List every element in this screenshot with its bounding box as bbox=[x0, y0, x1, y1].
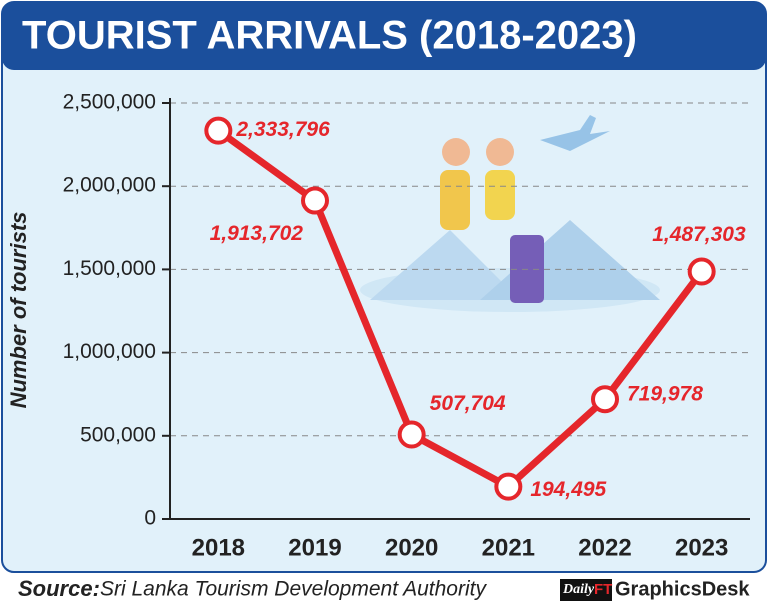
y-tick-label: 500,000 bbox=[80, 423, 156, 446]
x-tick-label: 2022 bbox=[578, 534, 631, 561]
value-label: 1,913,702 bbox=[210, 222, 304, 245]
y-tick-label: 2,500,000 bbox=[63, 91, 156, 114]
logo-mark: FT bbox=[594, 581, 612, 598]
value-label: 2,333,796 bbox=[235, 118, 330, 141]
title-bar bbox=[2, 2, 766, 70]
marker bbox=[204, 116, 233, 145]
marker bbox=[397, 420, 426, 449]
x-tick-label: 2019 bbox=[288, 534, 341, 561]
logo-desk: GraphicsDesk bbox=[615, 578, 750, 600]
illustration bbox=[360, 115, 660, 312]
y-tick-label: 0 bbox=[144, 507, 156, 530]
x-tick-label: 2020 bbox=[385, 534, 438, 561]
logo-box bbox=[560, 579, 612, 601]
value-label: 1,487,303 bbox=[652, 223, 746, 246]
line bbox=[216, 127, 705, 491]
x-tick-label: 2018 bbox=[192, 534, 245, 561]
value-label: 719,978 bbox=[627, 383, 703, 406]
y-axis-label: Number of tourists bbox=[6, 212, 31, 409]
y-tick-label: 2,000,000 bbox=[63, 174, 156, 197]
logo-brand: Daily bbox=[562, 582, 595, 597]
marker bbox=[494, 472, 523, 501]
marker bbox=[687, 257, 716, 286]
value-label: 507,704 bbox=[430, 392, 506, 415]
value-label: 194,495 bbox=[530, 478, 606, 501]
x-tick-label: 2023 bbox=[675, 534, 728, 561]
source: Sri Lanka Tourism Development Authority bbox=[100, 578, 487, 601]
marker bbox=[301, 186, 329, 215]
y-tick-label: 1,500,000 bbox=[63, 257, 156, 280]
marker bbox=[591, 385, 619, 414]
source-label: Source: bbox=[18, 576, 100, 601]
x-tick-label: 2021 bbox=[482, 534, 535, 561]
y-tick-label: 1,000,000 bbox=[63, 340, 156, 363]
chart-title: TOURIST ARRIVALS (2018-2023) bbox=[22, 14, 637, 58]
